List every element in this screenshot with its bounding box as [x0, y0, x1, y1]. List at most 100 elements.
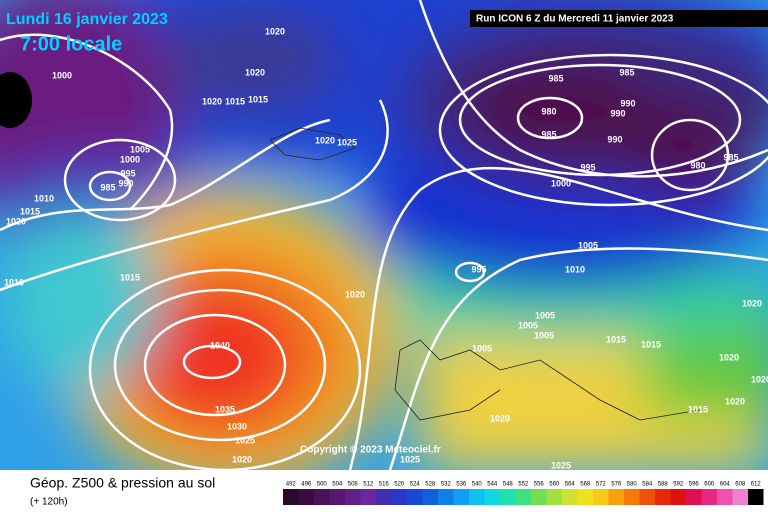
scale-swatch: [624, 489, 640, 505]
scale-swatch: [283, 489, 299, 505]
isobar-label: 1005: [535, 310, 555, 320]
scale-label: 508: [348, 482, 359, 488]
isobar-label: 1035: [215, 404, 235, 414]
scale-label: 524: [410, 482, 421, 488]
scale-swatch: [515, 489, 531, 505]
isobar-label: 1010: [4, 277, 24, 287]
scale-label: 604: [720, 482, 731, 488]
isobar-label: 1015: [120, 272, 140, 282]
scale-label: 516: [379, 482, 390, 488]
isobar-label: 1020: [725, 396, 745, 406]
isobar-label: 1005: [534, 330, 554, 340]
color-scale: 492 496 500 504 508 512 516 520 524 528 532 536 540 5…: [283, 482, 764, 505]
isobar-label: 1020: [742, 298, 762, 308]
isobar-label: 990: [607, 134, 622, 144]
scale-swatch: [639, 489, 655, 505]
scale-label: 492: [286, 482, 297, 488]
scale-label: 568: [580, 482, 591, 488]
scale-label: 572: [596, 482, 607, 488]
isobar-label: 1000: [551, 178, 571, 188]
isobar-label: 1020: [202, 96, 222, 106]
scale-swatch: [422, 489, 438, 505]
isobar-label: 1020: [719, 352, 739, 362]
isobar-label: 1020: [315, 135, 335, 145]
isobar-label: 1015: [225, 96, 245, 106]
isobar-label: 1030: [227, 421, 247, 431]
isobars: [0, 0, 768, 472]
scale-swatch: [608, 489, 624, 505]
scale-swatch: [314, 489, 330, 505]
scale-swatch: [655, 489, 671, 505]
isobar-label: 1025: [235, 435, 255, 445]
isobar-label: 1005: [472, 343, 492, 353]
isobar-label: 985: [548, 73, 563, 83]
scale-label: 564: [565, 482, 576, 488]
scale-swatch: [345, 489, 361, 505]
scale-label: 576: [611, 482, 622, 488]
copyright: Copyright © 2023 Meteociel.fr: [300, 445, 441, 456]
scale-label: 560: [549, 482, 560, 488]
date: Lundi 16 janvier 2023: [6, 11, 168, 28]
scale-label: 528: [425, 482, 436, 488]
field: [0, 0, 768, 490]
isobar-label: 1020: [751, 374, 768, 384]
scale-swatch: [562, 489, 578, 505]
isobar-label: 990: [610, 108, 625, 118]
isobar-label: 1025: [400, 454, 420, 464]
run-box: [470, 10, 768, 27]
isobar-label: 1000: [52, 70, 72, 80]
isobar-label: 995: [580, 162, 595, 172]
scale-swatch: [438, 489, 454, 505]
scale-swatch: [453, 489, 469, 505]
isobar-label: 1025: [337, 137, 357, 147]
coastlines: [269, 127, 701, 421]
isobar-label: 1015: [641, 339, 661, 349]
scale-label: 580: [627, 482, 638, 488]
scale-swatch: [593, 489, 609, 505]
scale-label: 532: [441, 482, 452, 488]
isobar-label: 985: [541, 129, 556, 139]
scale-swatch: [732, 489, 748, 505]
scale-label: 544: [487, 482, 498, 488]
scale-label: 592: [673, 482, 684, 488]
scale-swatch: [391, 489, 407, 505]
scale-label: 556: [534, 482, 545, 488]
legend-subtitle: (+ 120h): [30, 497, 68, 508]
scale-label: 520: [394, 482, 405, 488]
isobar-label: 1015: [688, 404, 708, 414]
scale-swatch: [376, 489, 392, 505]
legend-title: Géop. Z500 & pression au sol: [30, 475, 215, 491]
isobar-label: 1005: [130, 144, 150, 154]
isobar-label: 980: [690, 160, 705, 170]
scale-swatch: [748, 489, 764, 505]
scale-label: 596: [689, 482, 700, 488]
scale-label: 608: [735, 482, 746, 488]
isobar-label: 985: [619, 67, 634, 77]
scale-swatch: [469, 489, 485, 505]
isobar-label: 995: [120, 168, 135, 178]
scale-label: 500: [317, 482, 328, 488]
isobar-label: 990: [620, 98, 635, 108]
run: Run ICON 6 Z du Mercredi 11 janvier 2023: [476, 14, 674, 25]
scale-label: 552: [518, 482, 529, 488]
isobar-label: 1005: [578, 240, 598, 250]
scale-label: 496: [301, 482, 312, 488]
isobar-label: 1020: [345, 289, 365, 299]
isobar-label: 1025: [551, 460, 571, 470]
scale-label: 600: [704, 482, 715, 488]
scale-swatch: [531, 489, 547, 505]
isobar-label: 1015: [20, 206, 40, 216]
scale-swatch: [717, 489, 733, 505]
scale-swatch: [407, 489, 423, 505]
scale-label: 540: [472, 482, 483, 488]
scale-label: 536: [456, 482, 467, 488]
isobar-label: 1010: [565, 264, 585, 274]
isobar-label: 1015: [248, 94, 268, 104]
scale-swatch: [701, 489, 717, 505]
isobar-label: 1020: [265, 26, 285, 36]
isobar-label: 995: [471, 264, 486, 274]
isobar-label: 990: [118, 178, 133, 188]
isobar-label: 1000: [120, 154, 140, 164]
scale-swatch: [686, 489, 702, 505]
